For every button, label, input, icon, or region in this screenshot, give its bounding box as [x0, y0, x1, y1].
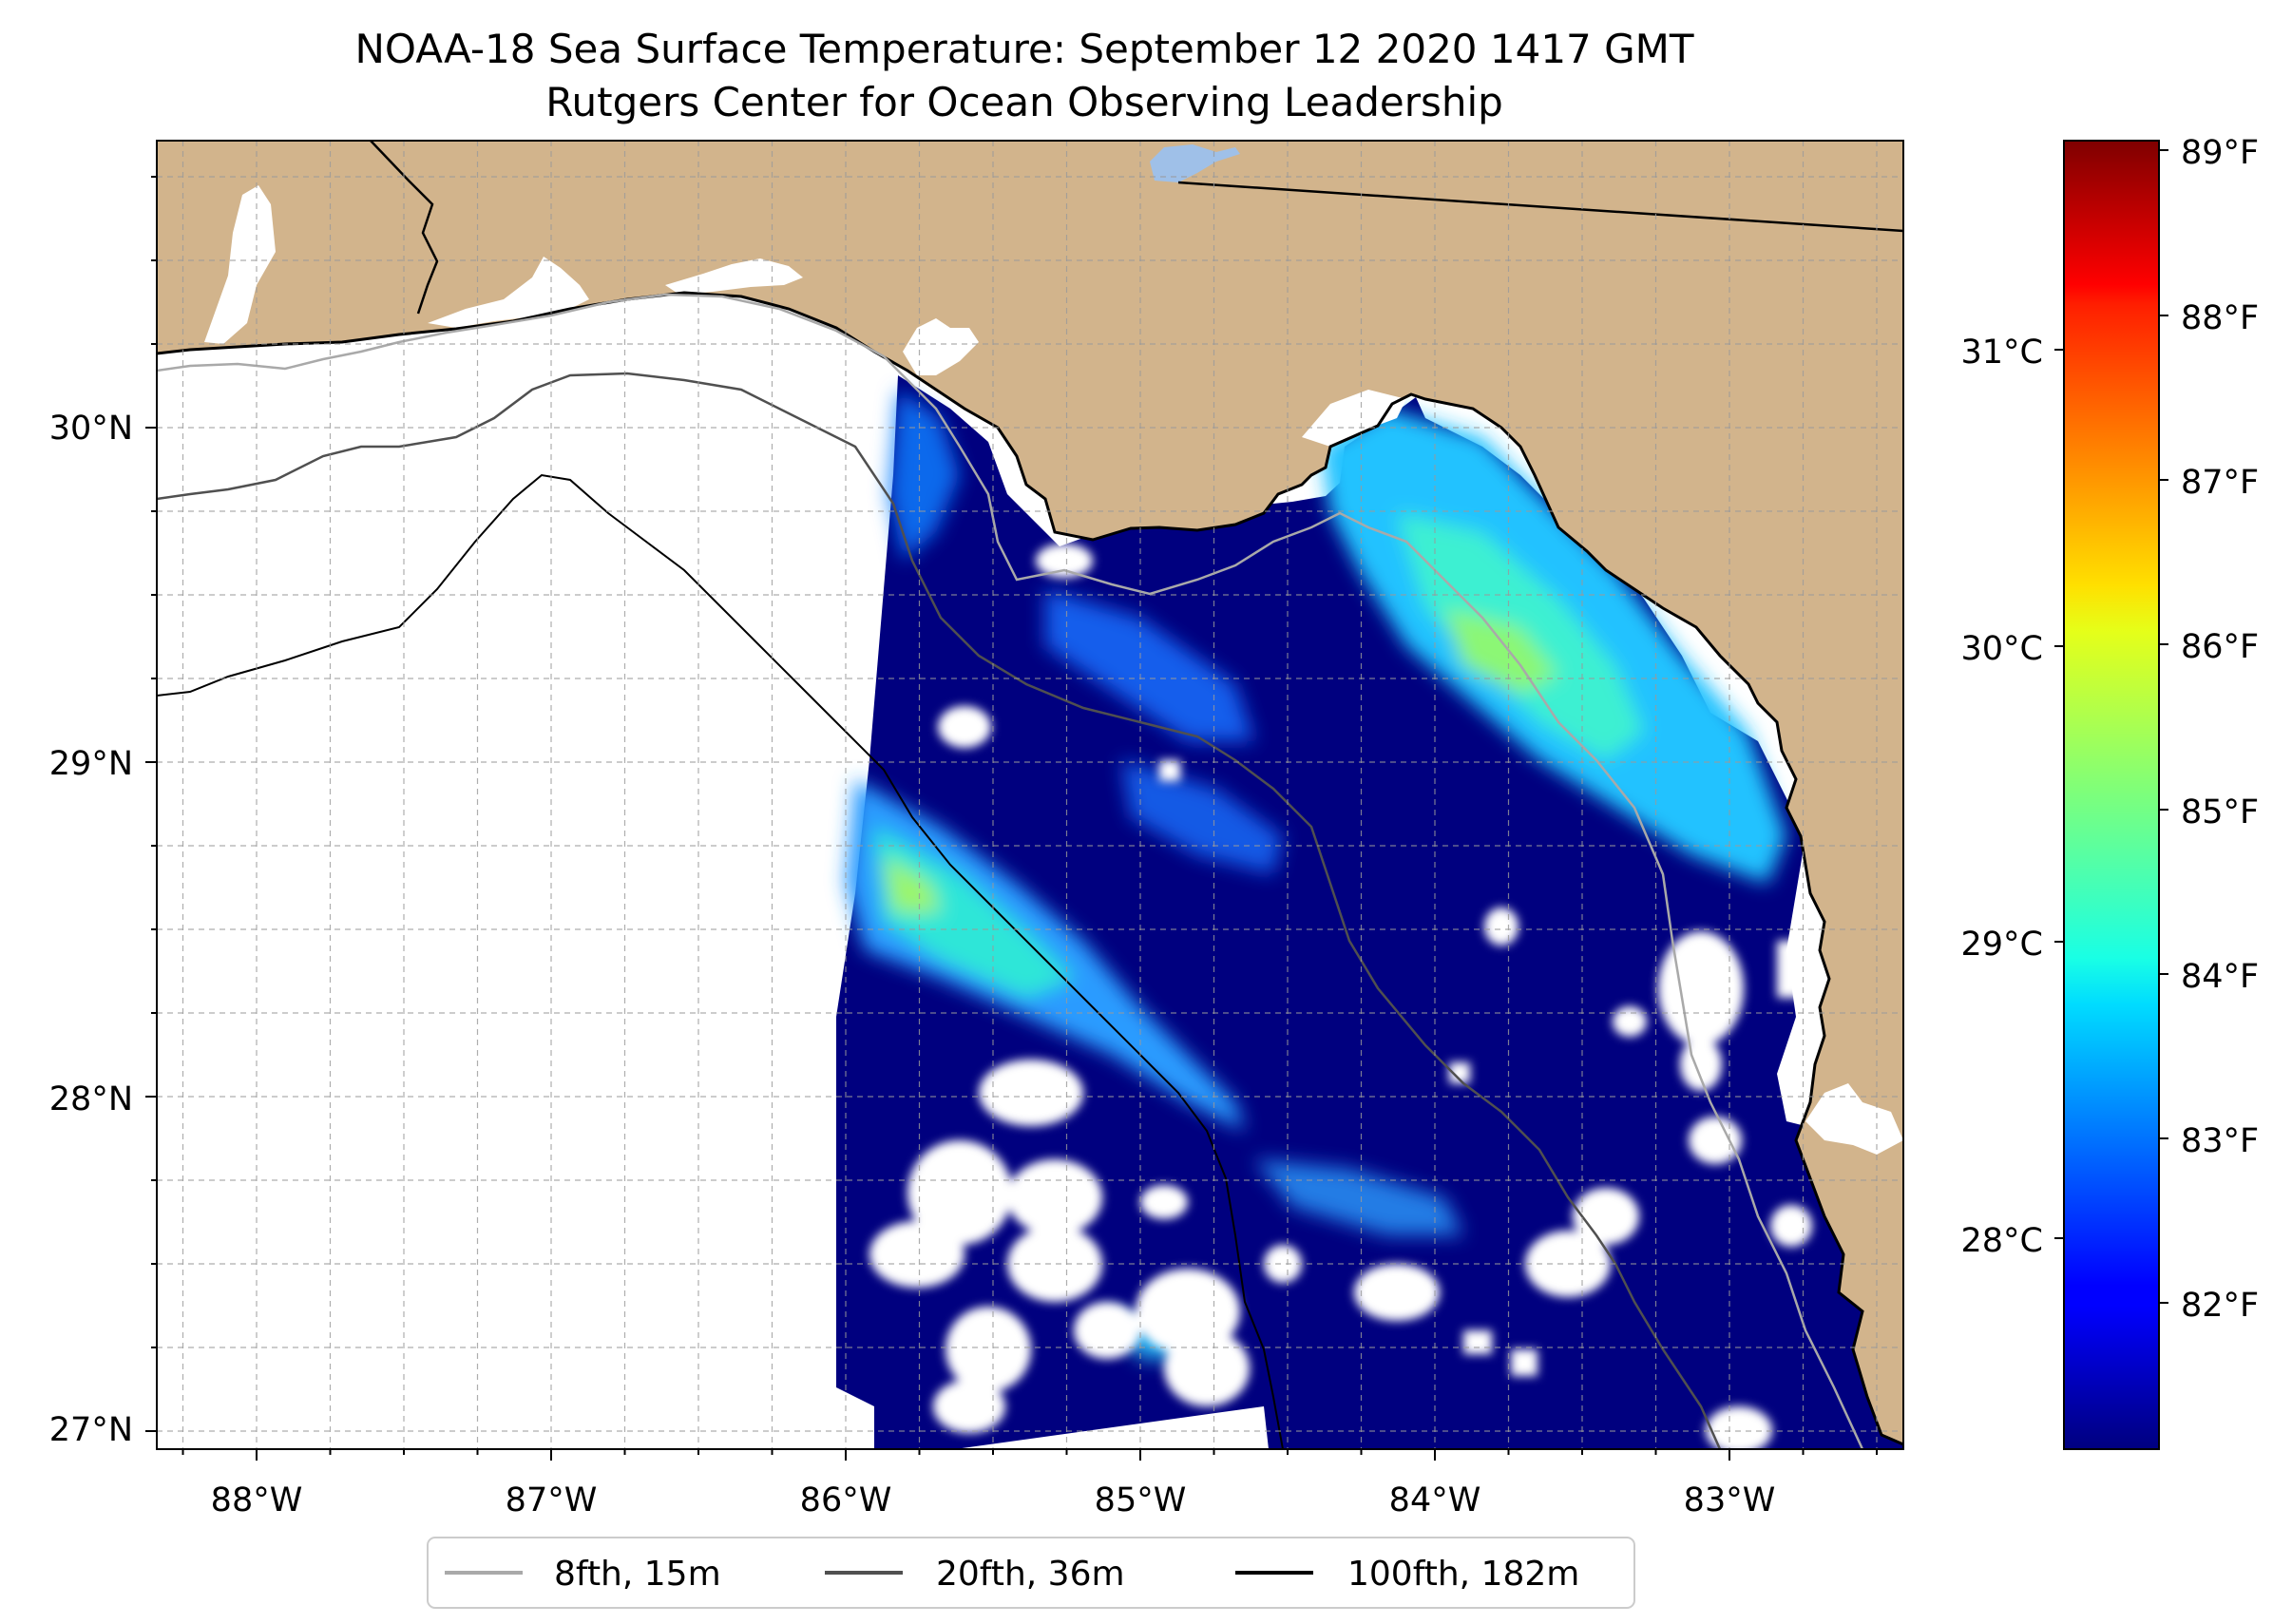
- land-mass: [157, 141, 1903, 1444]
- map-frame: [156, 140, 1904, 1450]
- sst-warm-patches: [846, 390, 1786, 1359]
- mobile-bay: [204, 185, 276, 344]
- lat-tick-label-28n: 28°N: [49, 1080, 133, 1118]
- lat-tick-label-30n: 30°N: [49, 410, 133, 448]
- figure-subtitle: Rutgers Center for Ocean Observing Leade…: [545, 79, 1503, 125]
- map-panel: 88°W 87°W 86°W 85°W 84°W 83°W 30°N 29°N …: [49, 140, 1904, 1519]
- state-border: [370, 141, 439, 315]
- colorbar-f-label-83: 83°F: [2181, 1122, 2259, 1160]
- isobath-15m: [157, 293, 1864, 1449]
- legend-label-15m: 8fth, 15m: [554, 1555, 721, 1594]
- colorbar-fahrenheit-ticks: [2159, 149, 2168, 1304]
- colorbar: 31°C 30°C 29°C 28°C 89°F 88°F 87°F 86°F …: [1961, 134, 2259, 1450]
- lat-tick-label-29n: 29°N: [49, 745, 133, 783]
- colorbar-c-label-29: 29°C: [1961, 926, 2043, 964]
- colorbar-f-label-82: 82°F: [2181, 1287, 2259, 1325]
- colorbar-f-label-88: 88°F: [2181, 299, 2259, 337]
- colorbar-f-label-89: 89°F: [2181, 134, 2259, 172]
- colorbar-celsius-ticks: [2054, 349, 2064, 1239]
- figure-title: NOAA-18 Sea Surface Temperature: Septemb…: [354, 26, 1693, 72]
- colorbar-c-label-31: 31°C: [1961, 334, 2043, 372]
- lon-tick-label-85w: 85°W: [1095, 1481, 1187, 1519]
- st-andrew-bay: [903, 318, 979, 375]
- lon-tick-label-87w: 87°W: [506, 1481, 598, 1519]
- colorbar-f-label-84: 84°F: [2181, 958, 2259, 996]
- legend-label-36m: 20fth, 36m: [936, 1555, 1125, 1594]
- isobath-182m: [157, 473, 1284, 1449]
- legend-box: [427, 1537, 1635, 1609]
- gridlines: [157, 141, 1903, 1449]
- isobath-36m: [157, 372, 1722, 1449]
- lake-seminole: [1150, 144, 1240, 182]
- lon-tick-label-86w: 86°W: [800, 1481, 892, 1519]
- colorbar-f-label-85: 85°F: [2181, 793, 2259, 831]
- legend-label-182m: 100fth, 182m: [1347, 1555, 1579, 1594]
- isobath-legend: 8fth, 15m 20fth, 36m 100fth, 182m: [427, 1537, 1635, 1609]
- lon-tick-label-84w: 84°W: [1389, 1481, 1481, 1519]
- axis-ticks: [145, 176, 1878, 1461]
- pensacola-bay: [428, 257, 589, 328]
- colorbar-c-label-30: 30°C: [1961, 630, 2043, 668]
- colorbar-c-label-28: 28°C: [1961, 1222, 2043, 1260]
- tampa-bay: [1805, 1083, 1903, 1155]
- apalachee-bay: [1302, 390, 1406, 447]
- choctawhatchee-bay: [665, 258, 803, 295]
- lon-tick-label-83w: 83°W: [1684, 1481, 1776, 1519]
- colorbar-f-label-87: 87°F: [2181, 464, 2259, 502]
- coastline: [157, 291, 1903, 1446]
- colorbar-gradient: [2063, 140, 2160, 1450]
- lat-tick-label-27n: 27°N: [49, 1411, 133, 1449]
- state-border-ga: [1177, 181, 1903, 233]
- lon-tick-label-88w: 88°W: [211, 1481, 303, 1519]
- colorbar-f-label-86: 86°F: [2181, 628, 2259, 666]
